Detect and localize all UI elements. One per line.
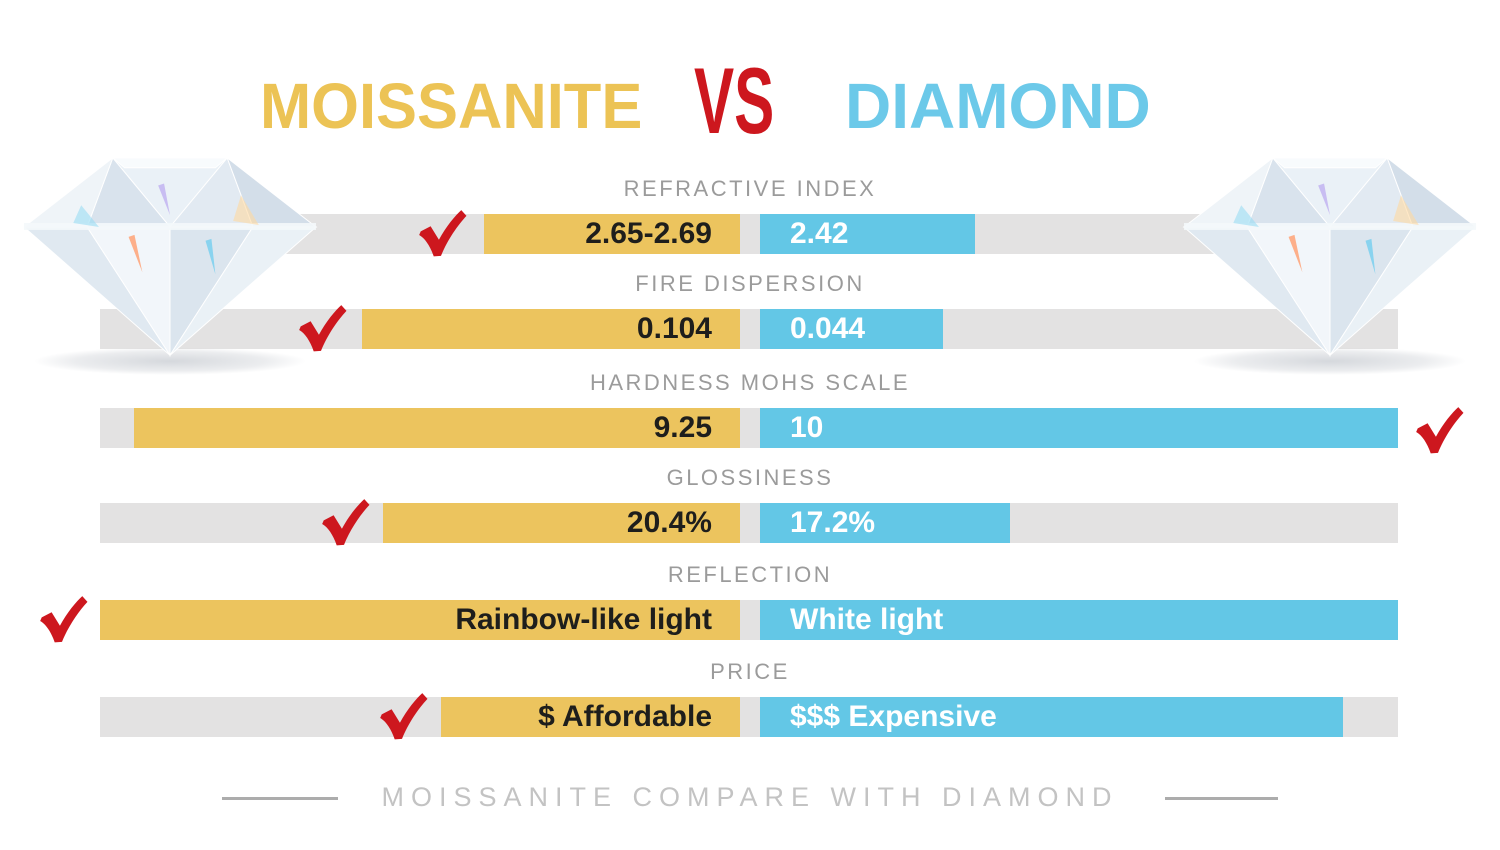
row-glossiness: GLOSSINESS 20.4% 17.2% [0,465,1500,546]
diamond-value: $$$ Expensive [790,700,997,733]
moissanite-value: Rainbow-like light [455,603,712,636]
diamond-bar: 10 [760,408,1398,448]
moissanite-bar: 9.25 [134,408,740,448]
row-label: GLOSSINESS [666,465,834,490]
diamond-gem-image-left [23,157,317,376]
diamond-bar: White light [760,600,1398,640]
footer-divider-left [222,797,338,800]
row-label: FIRE DISPERSION [635,271,865,296]
bar-track [100,503,1398,543]
row-fire-dispersion: FIRE DISPERSION 0.104 0.044 [0,271,1500,352]
moissanite-bar: $ Affordable [441,697,740,737]
diamond-gem-image-right [1183,157,1477,376]
row-hardness-mohs-scale: HARDNESS MOHS SCALE 9.25 10 [0,370,1500,454]
checkmark-icon [419,210,467,257]
moissanite-bar: Rainbow-like light [100,600,740,640]
row-label: PRICE [710,659,790,684]
title-diamond: DIAMOND [845,70,1151,142]
moissanite-value: 20.4% [626,506,712,539]
diamond-bar: 17.2% [760,503,1010,543]
checkmark-icon [40,596,88,643]
moissanite-value: $ Affordable [538,700,712,733]
diamond-bar: $$$ Expensive [760,697,1343,737]
checkmark-icon [1416,407,1464,454]
moissanite-bar: 20.4% [383,503,740,543]
checkmark-icon [322,499,370,546]
diamond-value: 10 [790,411,824,444]
diamond-bar: 0.044 [760,309,943,349]
moissanite-value: 2.65-2.69 [585,217,712,250]
diamond-value: White light [790,603,944,636]
row-label: REFRACTIVE INDEX [623,176,877,201]
diamond-value: 2.42 [790,217,849,250]
row-refractive-index: REFRACTIVE INDEX 2.65-2.69 2.42 [0,176,1500,257]
moissanite-bar: 0.104 [362,309,740,349]
title-vs: VS [694,48,775,153]
title-moissanite: MOISSANITE [260,70,643,142]
row-price: PRICE $ Affordable $$$ Expensive [0,659,1500,740]
checkmark-icon [380,693,428,740]
footer-caption: MOISSANITE COMPARE WITH DIAMOND [381,782,1119,812]
moissanite-bar: 2.65-2.69 [484,214,740,254]
bar-track [100,214,1398,254]
row-label: REFLECTION [667,562,833,587]
diamond-bar: 2.42 [760,214,975,254]
diamond-value: 17.2% [790,506,876,539]
row-label: HARDNESS MOHS SCALE [589,370,911,395]
moissanite-value: 9.25 [653,411,712,444]
moissanite-value: 0.104 [636,312,712,345]
footer-divider-right [1165,797,1278,800]
diamond-value: 0.044 [790,312,866,345]
row-reflection: REFLECTION Rainbow-like light White ligh… [0,562,1500,643]
